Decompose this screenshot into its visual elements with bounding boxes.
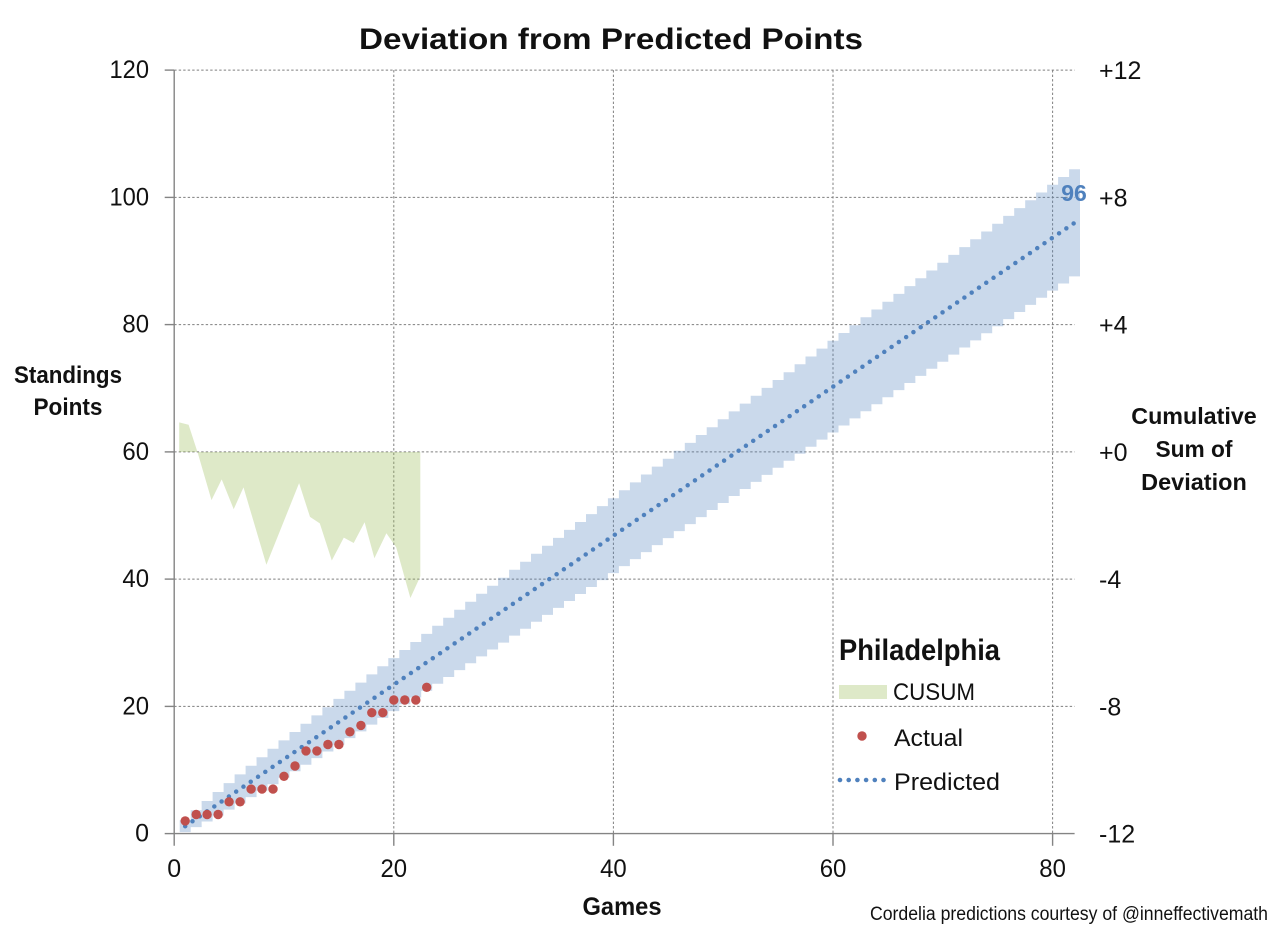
- svg-text:80: 80: [122, 311, 149, 339]
- svg-text:Philadelphia: Philadelphia: [839, 634, 1000, 667]
- svg-text:-8: -8: [1099, 693, 1121, 721]
- svg-text:+0: +0: [1099, 439, 1128, 467]
- svg-text:20: 20: [381, 855, 408, 883]
- svg-text:96: 96: [1061, 180, 1087, 206]
- svg-text:0: 0: [167, 855, 181, 883]
- svg-text:40: 40: [600, 855, 627, 883]
- svg-text:CUSUM: CUSUM: [893, 679, 975, 706]
- svg-text:Predicted: Predicted: [894, 769, 1000, 796]
- svg-text:Deviation: Deviation: [1141, 469, 1247, 495]
- svg-text:+4: +4: [1099, 312, 1128, 340]
- svg-text:20: 20: [122, 692, 149, 720]
- svg-text:120: 120: [110, 56, 150, 84]
- svg-text:Sum of: Sum of: [1156, 436, 1233, 462]
- svg-text:Standings: Standings: [14, 362, 122, 389]
- svg-text:+8: +8: [1099, 184, 1128, 212]
- svg-text:Cordelia predictions courtesy: Cordelia predictions courtesy of @inneff…: [870, 904, 1268, 925]
- svg-text:Points: Points: [34, 394, 103, 421]
- svg-text:100: 100: [110, 183, 150, 211]
- svg-text:Deviation from Predicted Point: Deviation from Predicted Points: [359, 23, 863, 56]
- svg-text:Games: Games: [583, 893, 662, 921]
- svg-text:-12: -12: [1099, 821, 1135, 849]
- svg-text:80: 80: [1039, 855, 1066, 883]
- svg-text:60: 60: [820, 855, 847, 883]
- svg-text:60: 60: [122, 438, 149, 466]
- svg-text:+12: +12: [1099, 57, 1141, 85]
- svg-text:40: 40: [122, 565, 149, 593]
- svg-text:Actual: Actual: [894, 725, 963, 752]
- svg-text:Cumulative: Cumulative: [1131, 403, 1257, 429]
- svg-text:0: 0: [135, 820, 149, 848]
- svg-text:-4: -4: [1099, 566, 1121, 594]
